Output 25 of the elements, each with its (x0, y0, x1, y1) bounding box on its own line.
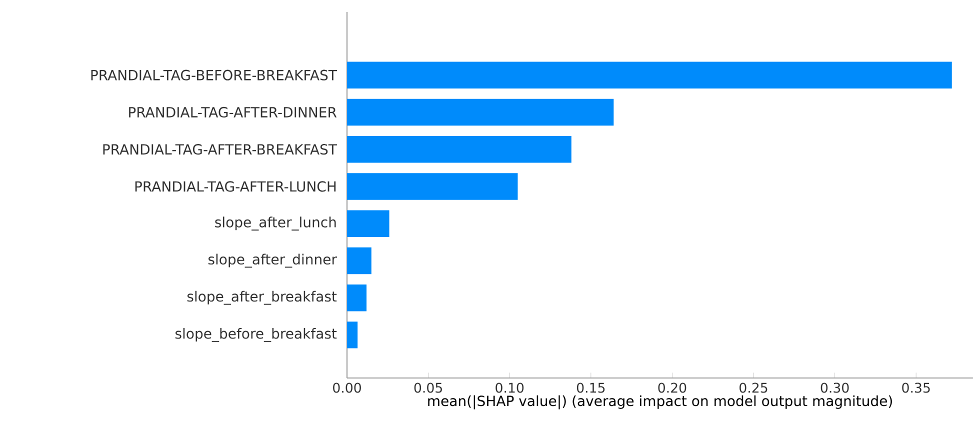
x-tick-label: 0.15 (576, 382, 605, 393)
x-axis-title: mean(|SHAP value|) (average impact on model output magnitude) (428, 395, 892, 410)
bar (347, 98, 614, 126)
y-tick-label: PRANDIAL-TAG-AFTER-DINNER (129, 106, 337, 118)
x-tick-label: 0.30 (820, 382, 849, 393)
y-tick-label: slope_after_dinner (208, 254, 337, 268)
bar (347, 247, 372, 274)
x-tick-label: 0.20 (658, 382, 686, 393)
bar (347, 210, 390, 237)
y-tick-label: slope_after_lunch (215, 216, 336, 231)
y-tick-label: slope_after_breakfast (187, 290, 337, 305)
y-tick-label: PRANDIAL-TAG-AFTER-LUNCH (135, 181, 336, 192)
bar (347, 284, 367, 312)
bar (347, 62, 952, 88)
y-tick-label: PRANDIAL-TAG-BEFORE-BREAKFAST (91, 70, 338, 80)
y-tick-label: PRANDIAL-TAG-AFTER-BREAKFAST (103, 144, 338, 155)
y-tick-label: slope_before_breakfast (175, 328, 337, 342)
x-tick-label: 0.25 (740, 382, 768, 393)
bar (347, 136, 572, 163)
x-tick-label: 0.00 (333, 382, 361, 393)
x-tick-label: 0.35 (902, 382, 930, 393)
x-tick-label: 0.10 (496, 382, 524, 393)
bar (347, 173, 518, 200)
bar (347, 322, 358, 348)
x-tick-label: 0.05 (414, 382, 442, 393)
